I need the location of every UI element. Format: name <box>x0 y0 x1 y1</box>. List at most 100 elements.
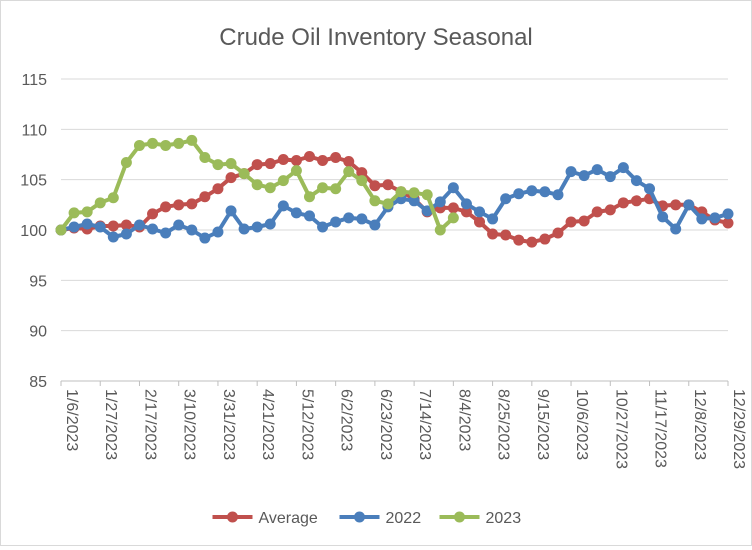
x-tick-label: 5/12/2023 <box>298 389 315 460</box>
data-point-2022 <box>617 162 629 174</box>
data-point-average <box>356 167 368 179</box>
legend-label-average: Average <box>259 510 318 527</box>
chart-title: Crude Oil Inventory Seasonal <box>219 24 533 51</box>
data-point-average <box>251 159 263 171</box>
series-line-2022 <box>59 165 730 241</box>
data-point-average <box>303 151 315 163</box>
data-point-2022 <box>343 212 355 224</box>
data-point-2022 <box>709 212 721 224</box>
data-point-average <box>630 195 642 207</box>
data-point-average <box>539 233 551 245</box>
x-tick-label: 11/17/2023 <box>652 389 669 468</box>
data-point-2022 <box>120 228 132 240</box>
data-point-2022 <box>317 221 329 233</box>
data-point-2022 <box>630 175 642 187</box>
data-point-2023 <box>55 224 67 236</box>
data-point-2022 <box>460 198 472 210</box>
data-point-2023 <box>238 168 250 180</box>
data-point-average <box>500 229 512 241</box>
data-point-average <box>160 201 172 213</box>
data-point-average <box>591 206 603 218</box>
x-tick-label: 8/4/2023 <box>455 389 472 451</box>
data-point-2023 <box>94 197 106 209</box>
data-point-2022 <box>526 185 538 197</box>
data-point-2023 <box>133 139 145 151</box>
x-tick-label: 1/6/2023 <box>63 389 80 451</box>
data-point-2023 <box>447 212 459 224</box>
data-point-2023 <box>356 175 368 187</box>
data-point-2023 <box>290 165 302 177</box>
data-point-average <box>670 199 682 211</box>
data-point-2022 <box>644 183 656 195</box>
data-point-2023 <box>369 195 381 207</box>
data-point-average <box>277 154 289 166</box>
x-tick-label: 7/14/2023 <box>416 389 433 460</box>
legend-marker-average <box>227 511 238 523</box>
data-point-2022 <box>199 232 211 244</box>
data-point-2022 <box>421 205 433 217</box>
legend-label-2023: 2023 <box>486 510 522 527</box>
legend-label-2022: 2022 <box>386 510 422 527</box>
y-tick-label: 110 <box>21 122 47 139</box>
data-point-2022 <box>107 231 119 243</box>
data-point-average <box>186 198 198 210</box>
data-point-2023 <box>147 137 159 149</box>
data-point-average <box>343 156 355 168</box>
data-point-2023 <box>199 152 211 164</box>
data-point-average <box>513 234 525 246</box>
data-point-average <box>290 155 302 167</box>
data-point-average <box>107 220 119 232</box>
data-point-2023 <box>277 175 289 187</box>
data-point-average <box>604 204 616 216</box>
data-point-2022 <box>94 221 106 233</box>
data-point-2022 <box>290 207 302 219</box>
data-point-2023 <box>382 198 394 210</box>
data-point-average <box>460 206 472 218</box>
x-tick-label: 4/21/2023 <box>259 389 276 460</box>
data-point-2022 <box>238 223 250 235</box>
data-point-average <box>225 172 237 184</box>
data-point-2023 <box>264 182 276 194</box>
x-tick-label: 10/6/2023 <box>573 389 590 460</box>
data-point-2022 <box>487 213 499 225</box>
data-point-2022 <box>683 199 695 211</box>
data-point-2023 <box>160 139 172 151</box>
data-point-2023 <box>212 159 224 171</box>
x-tick-label: 6/23/2023 <box>377 389 394 460</box>
y-tick-label: 100 <box>20 223 47 240</box>
series-line-average <box>59 154 730 245</box>
x-tick-label: 9/15/2023 <box>534 389 551 460</box>
data-point-average <box>578 215 590 227</box>
y-tick-label: 85 <box>29 374 47 391</box>
data-point-2022 <box>212 226 224 238</box>
data-point-2022 <box>500 193 512 205</box>
data-point-2023 <box>81 206 93 218</box>
data-point-average <box>722 217 734 229</box>
data-point-2022 <box>225 205 237 217</box>
data-point-average <box>617 197 629 209</box>
data-point-2023 <box>120 157 132 169</box>
x-tick-label: 12/29/2023 <box>730 389 747 469</box>
data-point-average <box>552 227 564 239</box>
data-point-average <box>382 179 394 191</box>
data-point-2022 <box>369 219 381 231</box>
legend-marker-2023 <box>454 511 465 523</box>
y-tick-label: 105 <box>20 173 47 190</box>
data-point-2022 <box>670 223 682 235</box>
data-point-2022 <box>408 195 420 207</box>
data-point-2022 <box>591 164 603 176</box>
data-point-2023 <box>303 191 315 203</box>
data-point-2022 <box>447 182 459 194</box>
data-point-2022 <box>173 219 185 231</box>
data-point-2023 <box>225 158 237 170</box>
data-point-average <box>212 183 224 195</box>
data-point-2022 <box>604 171 616 183</box>
data-point-2023 <box>68 207 80 219</box>
data-point-2022 <box>264 218 276 230</box>
legend-marker-2022 <box>354 511 365 523</box>
data-point-2022 <box>277 200 289 212</box>
data-point-average <box>317 155 329 167</box>
x-tick-label: 12/8/2023 <box>691 389 708 460</box>
x-tick-label: 1/27/2023 <box>102 389 119 460</box>
